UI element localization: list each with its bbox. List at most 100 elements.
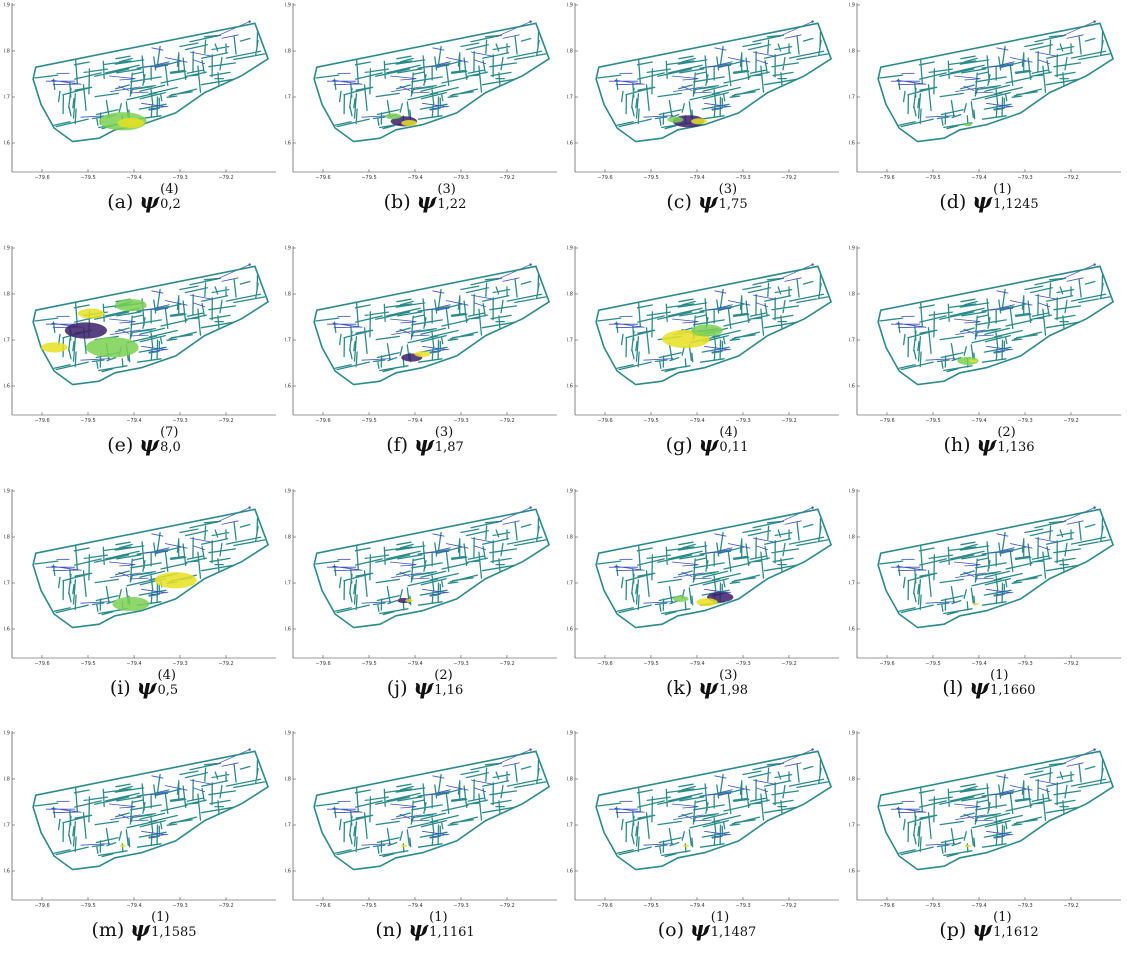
- caption-label: (c): [666, 191, 692, 213]
- y-tick-label: 43.6: [849, 627, 855, 633]
- street-network: [313, 263, 551, 386]
- caption-superscript: (4): [719, 425, 738, 440]
- figure-panel: −79.6 −79.5 −79.4 −79.3 −79.2 43.9 43.8 43.7 43.…: [285, 243, 565, 483]
- x-tick-label: −79.4: [407, 661, 422, 666]
- highway-edges: [45, 762, 239, 846]
- caption-subscript: 0,2: [160, 197, 181, 212]
- y-tick-label: 43.7: [849, 581, 855, 587]
- spur-edge: [215, 21, 250, 38]
- x-tick-label: −79.5: [361, 175, 376, 180]
- highlight-region: [964, 844, 972, 848]
- street-network-plot: −79.6 −79.5 −79.4 −79.3 −79.2 43.9 43.8 43.7 43.…: [285, 3, 557, 180]
- street-network-plot: −79.6 −79.5 −79.4 −79.3 −79.2 43.9 43.8 43.7 43.…: [849, 3, 1121, 180]
- street-edges: [879, 31, 1111, 130]
- highlight-region: [400, 844, 408, 848]
- panel-caption: (e) ψ (7) 8,0: [4, 426, 284, 460]
- x-tick-label: −79.6: [597, 661, 612, 666]
- panel-caption: (o) ψ (1) 1,1487: [567, 911, 847, 945]
- highlight-region: [401, 119, 418, 127]
- network-boundary: [595, 750, 833, 871]
- y-tick-label: 43.9: [849, 3, 855, 9]
- y-tick-label: 43.9: [285, 3, 291, 9]
- caption-subscript: 1,1161: [429, 925, 475, 940]
- x-tick-label: −79.2: [499, 903, 514, 908]
- street-network-plot: −79.6 −79.5 −79.4 −79.3 −79.2 43.9 43.8 43.7 43.…: [567, 3, 839, 180]
- x-tick-label: −79.4: [126, 903, 141, 908]
- x-tick-label: −79.3: [172, 418, 187, 423]
- street-network: [313, 506, 551, 629]
- figure-panel: −79.6 −79.5 −79.4 −79.3 −79.2 43.9 43.8 43.7 43.…: [849, 0, 1127, 240]
- network-boundary: [877, 22, 1115, 143]
- spur-edge: [215, 507, 250, 524]
- figure-panel: −79.6 −79.5 −79.4 −79.3 −79.2 43.9 43.8 43.7 43.…: [4, 728, 284, 968]
- caption-superscript: (3): [718, 182, 738, 197]
- y-tick-label: 43.9: [4, 731, 10, 737]
- x-tick-label: −79.4: [126, 418, 141, 423]
- y-tick-label: 43.8: [567, 292, 573, 298]
- network-boundary: [595, 265, 833, 386]
- highway-edges: [45, 34, 239, 118]
- x-tick-label: −79.2: [218, 175, 233, 180]
- x-tick-label: −79.3: [735, 661, 750, 666]
- street-network-plot: −79.6 −79.5 −79.4 −79.3 −79.2 43.9 43.8 43.7 43.…: [849, 731, 1121, 908]
- highlight-region: [691, 118, 707, 125]
- x-tick-label: −79.3: [735, 903, 750, 908]
- highway-edges: [890, 762, 1084, 846]
- y-tick-label: 43.8: [285, 777, 291, 783]
- x-tick-label: −79.3: [453, 175, 468, 180]
- street-network-plot: −79.6 −79.5 −79.4 −79.3 −79.2 43.9 43.8 43.7 43.…: [849, 246, 1121, 423]
- highway-edges: [890, 520, 1084, 604]
- y-tick-label: 43.6: [4, 627, 10, 633]
- highway-edges: [45, 277, 239, 361]
- caption-label: (l): [942, 677, 964, 699]
- y-tick-label: 43.8: [567, 777, 573, 783]
- street-edges: [879, 517, 1111, 616]
- caption-subscript: 1,1612: [993, 925, 1039, 940]
- panel-caption: (g) ψ (4) 0,11: [567, 426, 847, 460]
- caption-subscript: 0,5: [157, 683, 179, 698]
- figure-panel: −79.6 −79.5 −79.4 −79.3 −79.2 43.9 43.8 43.7 43.…: [567, 0, 847, 240]
- x-tick-label: −79.6: [879, 418, 894, 423]
- y-tick-label: 43.6: [4, 869, 10, 875]
- y-tick-label: 43.9: [4, 3, 10, 9]
- psi-symbol: ψ: [136, 674, 157, 699]
- street-network: [32, 748, 270, 871]
- x-tick-label: −79.5: [80, 661, 95, 666]
- y-tick-label: 43.7: [849, 95, 855, 101]
- caption-superscript: (1): [151, 910, 170, 925]
- y-tick-label: 43.7: [567, 95, 573, 101]
- panel-caption: (d) ψ (1) 1,1245: [849, 183, 1127, 217]
- x-tick-label: −79.5: [361, 418, 376, 423]
- highway-edges: [890, 277, 1084, 361]
- street-network-plot: −79.6 −79.5 −79.4 −79.3 −79.2 43.9 43.8 43.7 43.…: [4, 3, 276, 180]
- caption-label: (n): [375, 919, 403, 941]
- spur-edge: [778, 21, 813, 38]
- y-tick-label: 43.8: [285, 535, 291, 541]
- network-boundary: [313, 22, 551, 143]
- street-network-plot: −79.6 −79.5 −79.4 −79.3 −79.2 43.9 43.8 43.7 43.…: [567, 731, 839, 908]
- figure-panel: −79.6 −79.5 −79.4 −79.3 −79.2 43.9 43.8 43.7 43.…: [849, 728, 1127, 968]
- x-tick-label: −79.4: [689, 418, 704, 423]
- street-network-plot: −79.6 −79.5 −79.4 −79.3 −79.2 43.9 43.8 43.7 43.…: [567, 489, 839, 666]
- x-tick-label: −79.5: [925, 175, 940, 180]
- caption-subscript: 1,16: [434, 683, 464, 698]
- caption-superscript: (3): [719, 668, 738, 683]
- street-network: [595, 748, 833, 871]
- spur-node: [529, 20, 532, 23]
- caption-label: (k): [665, 677, 693, 699]
- y-tick-label: 43.6: [567, 627, 573, 633]
- spur-edge: [778, 749, 813, 766]
- panel-caption: (p) ψ (1) 1,1612: [849, 911, 1127, 945]
- x-tick-label: −79.2: [781, 903, 796, 908]
- spur-node: [811, 748, 814, 751]
- street-network-plot: −79.6 −79.5 −79.4 −79.3 −79.2 43.9 43.8 43.7 43.…: [4, 489, 276, 666]
- caption-subscript: 1,1245: [993, 197, 1039, 212]
- caption-superscript: (4): [160, 182, 179, 197]
- y-tick-label: 43.8: [4, 49, 10, 55]
- highlight-region: [957, 356, 979, 365]
- street-edges: [597, 31, 829, 130]
- figure-panel: −79.6 −79.5 −79.4 −79.3 −79.2 43.9 43.8 43.7 43.…: [4, 486, 284, 726]
- x-tick-label: −79.5: [925, 418, 940, 423]
- x-tick-label: −79.5: [643, 903, 658, 908]
- x-tick-label: −79.5: [80, 175, 95, 180]
